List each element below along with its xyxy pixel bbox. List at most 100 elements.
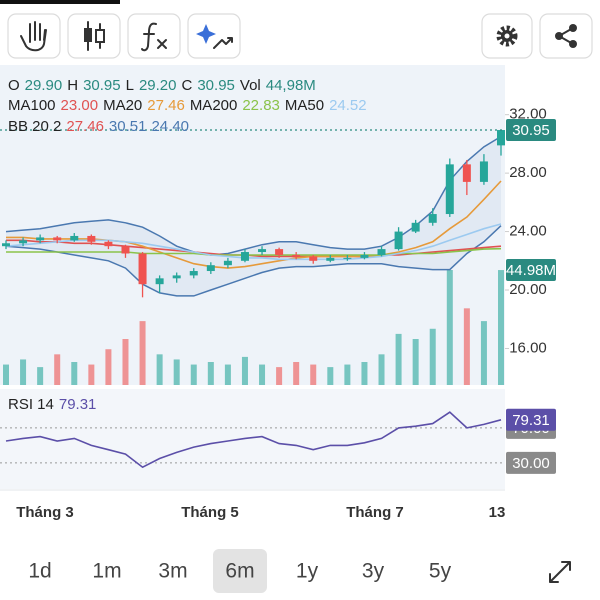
share-icon	[569, 40, 577, 48]
legend-row: BB 20 2 27.46 30.51 24.40	[8, 118, 189, 135]
range-label: 3y	[362, 560, 385, 583]
range-button[interactable]: 1d	[28, 560, 51, 583]
legend-value: 27.46	[66, 118, 104, 135]
legend-key: MA20	[103, 97, 142, 114]
legend-value: 29.20	[139, 77, 177, 94]
candle-body	[138, 253, 147, 285]
volume-bar	[259, 364, 266, 385]
share-icon	[569, 24, 577, 32]
candle-body	[326, 257, 335, 261]
legend-value: 24.40	[151, 118, 189, 135]
candle-type-button[interactable]	[67, 13, 121, 59]
candle-body	[121, 246, 130, 254]
legend-key: MA100	[8, 97, 56, 114]
legend-row: MA100 23.00 MA20 27.46 MA200 22.83 MA50 24.52	[8, 97, 367, 114]
button-frame	[539, 13, 593, 59]
volume-bar	[498, 270, 504, 385]
range-button[interactable]: 1m	[92, 560, 121, 583]
gear-icon	[496, 25, 518, 47]
volume-badge: 44.98M	[506, 262, 556, 279]
candle-body	[394, 231, 403, 250]
legend-value: 27.46	[147, 97, 185, 114]
scroll-indicator	[0, 0, 120, 4]
volume-bar	[224, 364, 231, 385]
candle-body	[343, 257, 352, 259]
ai-button[interactable]	[187, 13, 241, 59]
hand-button[interactable]	[7, 13, 61, 59]
candle-body	[36, 237, 45, 241]
candle-body	[479, 161, 488, 182]
x-tick-label: 13	[489, 504, 506, 521]
x-tick-label: Tháng 7	[346, 504, 404, 521]
rsi-last-badge: 79.31	[512, 412, 550, 429]
range-label: 1y	[296, 560, 319, 583]
y-tick-label: 32.00	[509, 106, 547, 123]
price-panel	[0, 65, 505, 385]
last-price-badge-bg	[506, 119, 556, 142]
candle-body	[360, 254, 369, 258]
volume-bar	[463, 308, 470, 385]
candle-body	[104, 241, 113, 247]
range-button[interactable]: 1y	[296, 560, 319, 583]
volume-bar	[412, 339, 419, 385]
range-button[interactable]: 6m	[213, 549, 267, 593]
rsi-level-badge: 30.00	[512, 455, 550, 472]
candle-body	[377, 249, 386, 255]
y-tick-label: 20.00	[509, 281, 547, 298]
legend-value: 24.52	[329, 97, 367, 114]
volume-badge-bg	[506, 259, 556, 282]
candle-body	[206, 265, 215, 272]
expand-button[interactable]	[549, 561, 571, 583]
button-frame	[67, 13, 121, 59]
candle-body	[428, 214, 437, 223]
candle-body	[275, 249, 284, 255]
range-button[interactable]: 5y	[429, 560, 452, 583]
candle-icon	[84, 28, 92, 42]
sparkle-icon	[196, 24, 216, 44]
range-button[interactable]: 3m	[158, 560, 187, 583]
volume-bar	[378, 354, 385, 385]
candle-icon	[95, 29, 105, 43]
volume-bar	[190, 364, 197, 385]
legend-row: O 29.90 H 30.95 L 29.20 C 30.95 Vol 44,98M	[8, 77, 316, 94]
volume-bar	[122, 339, 129, 385]
candle-body	[223, 260, 232, 266]
rsi-panel	[0, 389, 505, 489]
y-tick-label: 28.00	[509, 164, 547, 181]
volume-bar	[20, 359, 27, 385]
candle-body	[19, 240, 28, 244]
legend-value: 44,98M	[266, 77, 316, 94]
candle-body	[462, 164, 471, 182]
share-button[interactable]	[539, 13, 593, 59]
range-label: 6m	[225, 560, 254, 583]
range-label: 3m	[158, 560, 187, 583]
volume-bar	[276, 367, 283, 385]
indicator-button[interactable]	[127, 13, 181, 59]
legend-value: 30.95	[83, 77, 121, 94]
volume-bar	[88, 364, 95, 385]
settings-button[interactable]	[481, 13, 533, 59]
legend-key: MA50	[285, 97, 324, 114]
volume-bar	[293, 362, 300, 385]
x-tick-label: Tháng 5	[181, 504, 239, 521]
candle-body	[292, 254, 301, 257]
legend-key: MA200	[190, 97, 238, 114]
fx-icon	[141, 22, 167, 52]
candle-body	[172, 275, 181, 279]
volume-bar	[310, 364, 317, 385]
range-label: 5y	[429, 560, 452, 583]
volume-bar	[480, 321, 487, 385]
legend-key: Vol	[240, 77, 261, 94]
x-tick-label: Tháng 3	[16, 504, 74, 521]
volume-bar	[429, 328, 436, 385]
legend-key: H	[67, 77, 78, 94]
candle-body	[309, 256, 318, 261]
volume-bar	[173, 359, 180, 385]
range-button[interactable]: 3y	[362, 560, 385, 583]
range-label: 1m	[92, 560, 121, 583]
volume-bar	[105, 349, 112, 385]
range-selected-bg	[213, 549, 267, 593]
volume-bar	[54, 354, 61, 385]
bollinger-lower	[5, 225, 502, 297]
